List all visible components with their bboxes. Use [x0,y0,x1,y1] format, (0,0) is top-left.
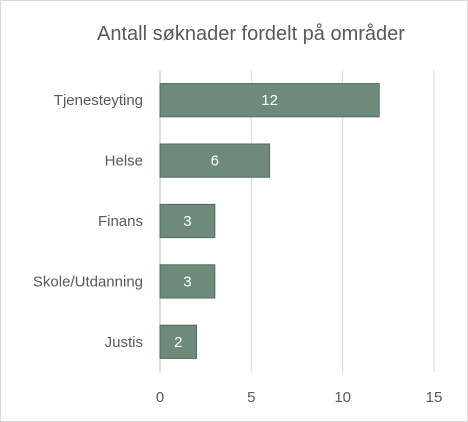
category-label-justis: Justis [105,334,143,351]
category-label-tjenesteyting: Tjenesteyting [54,92,143,109]
category-label-skole-utdanning: Skole/Utdanning [33,273,143,290]
data-label-skole-utdanning: 3 [183,273,191,290]
category-label-helse: Helse [105,153,143,170]
x-tick-label-15: 15 [426,389,443,406]
bar-skole-utdanning [159,264,216,299]
data-label-helse: 6 [211,153,219,170]
category-label-finans: Finans [98,213,143,230]
bars: 12 6 3 3 2 [159,83,380,359]
x-tick-label-10: 10 [334,389,351,406]
x-tick-label-5: 5 [247,389,255,406]
category-labels: Tjenesteyting Helse Finans Skole/Utdanning J… [33,92,143,351]
bar-finans [159,203,216,239]
data-label-justis: 2 [174,334,182,351]
bar-justis [159,324,198,359]
x-axis-ticks: 0 5 10 15 [156,389,443,406]
chart-title: Antall søknader fordelt på områder [97,23,405,45]
bar-helse [159,143,271,178]
data-label-finans: 3 [183,213,191,230]
bar-tjenesteyting [159,83,380,118]
x-tick-label-0: 0 [156,389,164,406]
data-label-tjenesteyting: 12 [261,92,278,109]
